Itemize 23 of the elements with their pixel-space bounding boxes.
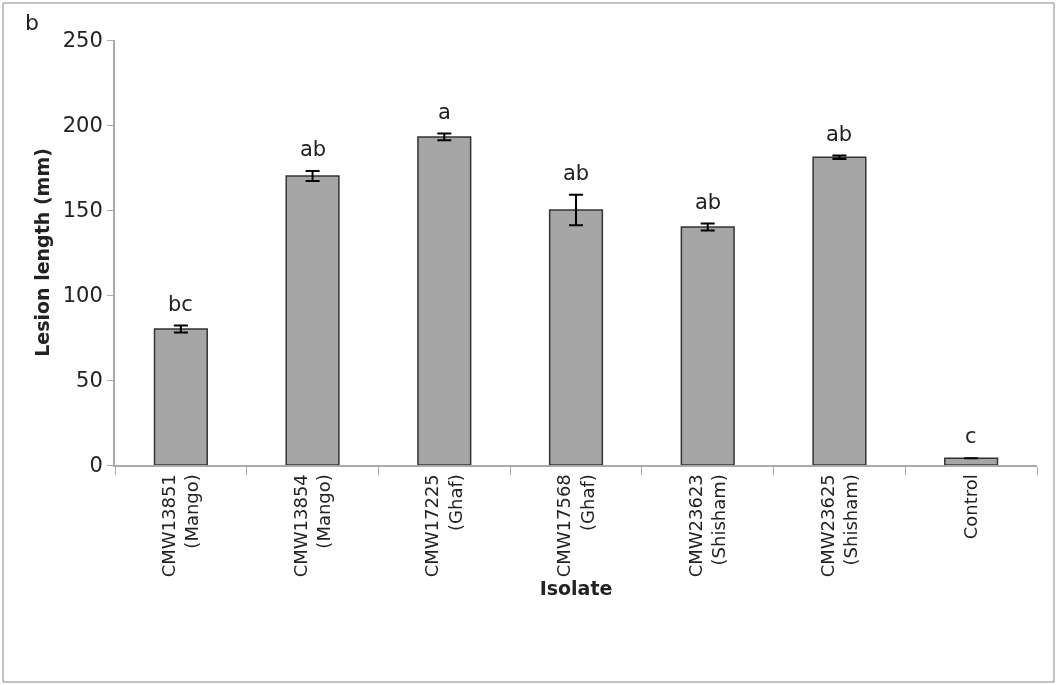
annotation: ab (563, 161, 590, 185)
annotation: ab (826, 122, 853, 146)
x-tick-label: CMW13851 (Mango) (158, 474, 203, 578)
annotation: a (438, 100, 451, 124)
x-tick-label: Control (959, 474, 981, 540)
annotation: c (965, 424, 977, 448)
y-tick-label: 250 (62, 28, 103, 53)
y-tick-label: 0 (89, 453, 103, 478)
y-tick-label: 50 (76, 368, 103, 393)
y-tick-label: 150 (62, 198, 103, 223)
annotation: bc (168, 292, 193, 316)
x-tick-label: CMW23625 (Shisham) (816, 474, 861, 578)
x-tick-label: CMW23623 (Shisham) (684, 474, 730, 578)
y-tick-label: 100 (62, 283, 103, 308)
y-axis-title: Lesion length (mm) (31, 148, 54, 357)
text: b (25, 10, 39, 35)
x-tick-label: CMW17225 (Ghaf) (421, 474, 466, 578)
x-axis-title: Isolate (539, 577, 613, 600)
annotation: ab (695, 190, 722, 214)
annotation: ab (300, 137, 327, 161)
x-tick-label: CMW13854 (Mango) (289, 474, 335, 578)
x-tick-label: CMW17568 (Ghaf) (553, 474, 598, 578)
y-tick-label: 200 (62, 113, 103, 138)
